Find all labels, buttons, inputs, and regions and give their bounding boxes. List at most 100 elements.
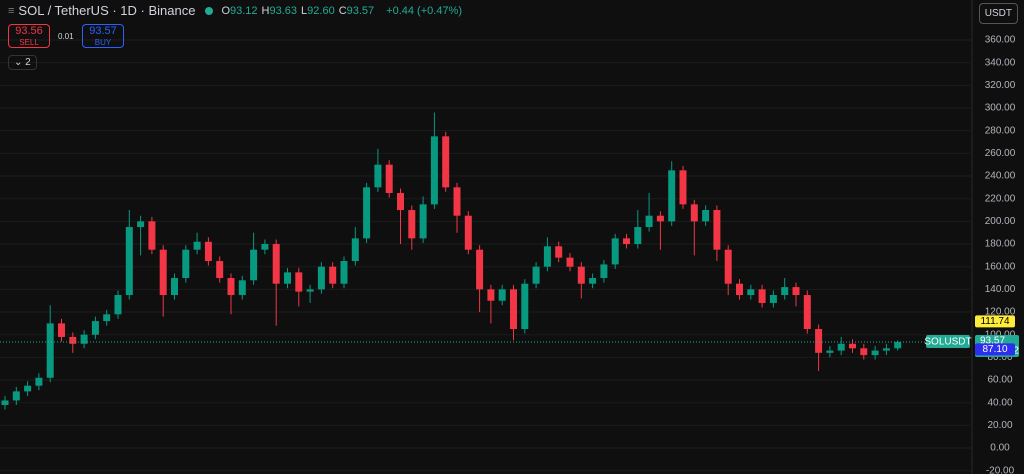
candle-body: [182, 249, 190, 279]
y-tick-label: 20.00: [987, 420, 1012, 431]
buy-price: 93.57: [89, 25, 117, 37]
candle-body: [600, 264, 608, 279]
candle-body: [453, 187, 461, 216]
sell-label: SELL: [19, 38, 39, 47]
candle-body: [510, 289, 517, 330]
candle-body: [340, 261, 348, 284]
sell-price: 93.56: [15, 25, 43, 37]
ohlc-value: 93.63: [269, 4, 298, 17]
ohlc-value: 93.57: [346, 4, 375, 17]
last-price-label: 93.57: [980, 336, 1005, 347]
candle-body: [645, 215, 653, 228]
y-tick-label: 200.00: [985, 216, 1016, 227]
ohlc-values: O93.12 H93.63 L92.60 C93.57: [221, 5, 378, 17]
ohlc-key: L: [301, 4, 308, 17]
y-tick-label: 100.00: [985, 329, 1016, 340]
candle-body: [826, 350, 834, 353]
candle-body: [216, 261, 224, 279]
candle-body: [882, 348, 890, 351]
candle-body: [227, 278, 235, 296]
candle-body: [58, 323, 65, 337]
y-tick-label: 80.00: [987, 352, 1012, 363]
y-tick-label: 300.00: [985, 103, 1016, 114]
candle-body: [419, 204, 427, 239]
candle-body: [80, 334, 88, 344]
candle-body: [747, 289, 755, 296]
y-tick-label: 140.00: [985, 284, 1016, 295]
candle-body: [555, 246, 563, 258]
candle-body: [498, 289, 506, 301]
candle-body: [815, 329, 823, 353]
y-tick-label: 160.00: [985, 261, 1016, 272]
menu-icon[interactable]: ≡: [8, 4, 15, 17]
candle-body: [476, 249, 484, 290]
candle-body: [159, 249, 167, 296]
candle-body: [295, 272, 303, 292]
y-tick-label: 220.00: [985, 193, 1016, 204]
candle-body: [408, 210, 416, 239]
candle-body: [769, 295, 777, 303]
y-tick-label: 340.00: [985, 57, 1016, 68]
candle-body: [758, 289, 766, 303]
candle-body: [317, 266, 325, 290]
candle-body: [543, 246, 551, 267]
candle-body: [487, 289, 495, 301]
candle-body: [137, 221, 145, 228]
candle-body: [69, 336, 77, 344]
candle-body: [12, 391, 20, 401]
price-marker: [975, 343, 1015, 356]
symbol-title[interactable]: SOL / TetherUS · 1D · Binance: [18, 3, 196, 18]
candle-body: [148, 221, 156, 250]
candle-body: [871, 350, 879, 356]
candle-body: [397, 193, 404, 211]
buy-button[interactable]: 93.57 BUY: [82, 24, 124, 48]
price-marker-label: 87.10: [982, 344, 1007, 355]
candle-body: [363, 187, 371, 239]
candle-body: [374, 164, 382, 188]
change: +0.44 (+0.47%): [386, 4, 463, 17]
candle-body: [430, 136, 438, 205]
y-tick-label: 280.00: [985, 125, 1016, 136]
y-tick-label: 240.00: [985, 171, 1016, 182]
y-tick-label: 0.00: [990, 443, 1010, 454]
candle-body: [623, 238, 630, 245]
candle-body: [860, 348, 868, 356]
indicators-toggle[interactable]: ⌄ 2: [8, 55, 37, 70]
candle-body: [532, 266, 540, 284]
candle-body: [736, 283, 743, 296]
candle-body: [679, 170, 687, 205]
ohlc-key: C: [338, 4, 347, 17]
candle-body: [464, 215, 472, 250]
candle-body: [193, 241, 201, 250]
ohlc-key: H: [261, 4, 270, 17]
candle-body: [849, 343, 856, 349]
candle-body: [634, 227, 642, 245]
currency-select[interactable]: USDT: [978, 3, 1018, 24]
y-tick-label: 320.00: [985, 80, 1016, 91]
symbol-tag-label: SOLUSDT: [924, 337, 971, 348]
y-tick-label: 40.00: [987, 397, 1012, 408]
candle-body: [306, 289, 314, 292]
y-tick-label: 260.00: [985, 148, 1016, 159]
candle-body: [792, 287, 800, 296]
candle-body: [261, 244, 269, 250]
candle-body: [803, 295, 811, 330]
candle-body: [702, 210, 710, 222]
ohlc-key: O: [221, 4, 231, 17]
candle-body: [238, 280, 246, 296]
candle-body: [35, 377, 43, 386]
candle-body: [272, 244, 280, 284]
sell-button[interactable]: 93.56 SELL: [8, 24, 50, 48]
candle-body: [589, 278, 597, 284]
candle-body: [690, 204, 698, 222]
candle-body: [781, 287, 789, 296]
y-tick-label: 360.00: [985, 35, 1016, 46]
candle-body: [204, 241, 212, 262]
price-marker: [975, 315, 1015, 328]
y-tick-label: 120.00: [985, 307, 1016, 318]
candle-body: [577, 266, 585, 284]
candle-body: [250, 249, 258, 281]
candle-body: [1, 400, 9, 405]
